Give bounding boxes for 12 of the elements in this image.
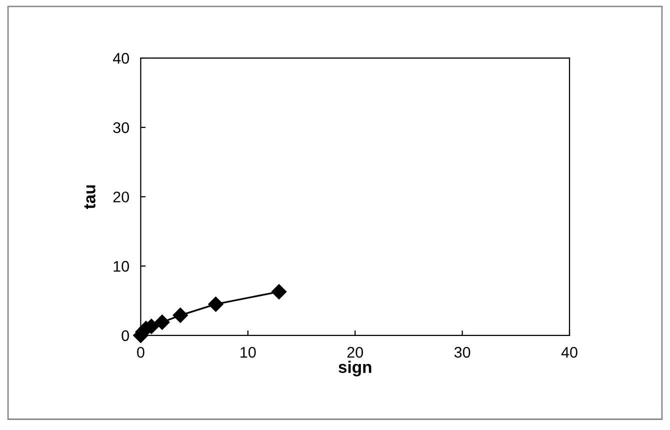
y-tick-label: 40 <box>112 52 129 64</box>
y-tick-label: 10 <box>114 260 129 272</box>
x-tick-label: 20 <box>347 346 363 358</box>
y-tick-label: 20 <box>113 192 129 202</box>
y-axis-title: tau <box>84 185 96 210</box>
x-tick-label: 30 <box>454 346 470 358</box>
x-tick-label: 40 <box>561 346 578 358</box>
x-axis-title: sign <box>338 360 372 376</box>
x-tick-label: 0 <box>137 346 144 358</box>
x-tick-label: 10 <box>240 346 256 358</box>
y-tick-label: 0 <box>122 330 129 342</box>
y-tick-label: 30 <box>113 122 129 134</box>
